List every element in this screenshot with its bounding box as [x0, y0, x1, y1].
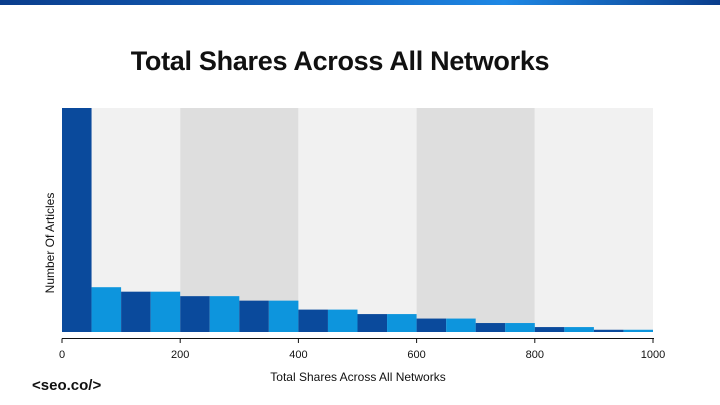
x-tick-label: 600: [407, 349, 425, 361]
histogram-bar: [623, 329, 653, 332]
histogram-bar: [327, 309, 358, 332]
histogram-bars: [62, 108, 653, 332]
background-band: [534, 108, 653, 332]
histogram-bar: [62, 108, 92, 332]
histogram-bar: [180, 296, 210, 332]
histogram-bar: [475, 323, 506, 332]
histogram-bar: [387, 314, 417, 332]
chart-title: Total Shares Across All Networks: [130, 46, 550, 76]
histogram-bar: [150, 291, 181, 332]
histogram-bar: [416, 318, 447, 332]
histogram-bar: [298, 309, 328, 332]
x-tick-label: 1000: [641, 349, 665, 361]
x-tick-label: 200: [171, 349, 189, 361]
histogram-bar: [91, 287, 122, 332]
histogram-bar: [564, 327, 594, 332]
seo-logo: <seo.co/>: [32, 377, 102, 394]
x-tick-label: 800: [526, 349, 544, 361]
x-tick-label: 400: [289, 349, 307, 361]
background-band: [180, 108, 299, 332]
histogram-bar: [593, 329, 624, 332]
histogram-bar: [121, 291, 151, 332]
histogram-bar: [446, 318, 476, 332]
histogram-bar: [534, 327, 565, 332]
x-axis-ticks: 0 200 400 600 800 1000: [59, 338, 665, 361]
x-tick-label: 0: [59, 349, 65, 361]
histogram-bar: [209, 296, 240, 332]
y-axis-label: Number Of Articles: [43, 192, 57, 294]
histogram-bar: [505, 323, 535, 332]
histogram-bar: [268, 300, 299, 332]
background-band: [416, 108, 535, 332]
x-axis-label: Total Shares Across All Networks: [270, 370, 446, 384]
top-accent-bar: [0, 0, 720, 5]
background-band: [298, 108, 417, 332]
histogram-bar: [357, 314, 388, 332]
histogram-bar: [239, 300, 269, 332]
